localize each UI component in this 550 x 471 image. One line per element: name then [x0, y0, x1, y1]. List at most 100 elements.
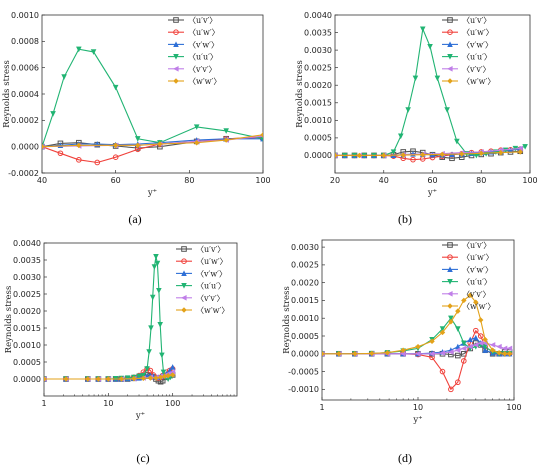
data-point-vv [454, 347, 461, 354]
y-tick-label: 0.0035 [304, 28, 332, 37]
data-point-ww [369, 350, 375, 357]
data-point-uu [112, 84, 119, 91]
x-axis-label: y⁺ [427, 188, 437, 198]
x-tick-label: 100 [165, 399, 180, 408]
y-tick-label: 0.0010 [11, 11, 39, 20]
data-point-uv [455, 352, 461, 359]
legend-marker-ww [173, 78, 179, 84]
panel-caption: (c) [136, 451, 149, 465]
plot-frame [321, 239, 515, 401]
y-tick-label: 0.0040 [13, 239, 41, 248]
legend-marker-vv [173, 66, 179, 72]
data-point-ww [501, 351, 508, 357]
data-point-ww [157, 141, 163, 147]
data-point-uu [454, 138, 460, 145]
y-axis-label: Reynolds stress [2, 60, 12, 128]
data-point-ww [467, 292, 473, 298]
data-point-uu [134, 136, 141, 142]
data-point-uw [461, 358, 467, 364]
data-point-ww [384, 349, 391, 356]
data-point-vv [429, 350, 435, 357]
series-line-ww [42, 134, 263, 148]
y-tick-label: -0.0002 [8, 169, 39, 178]
data-point-uw [76, 157, 82, 163]
data-point-ww [420, 152, 426, 158]
data-point-vv [415, 350, 421, 357]
data-point-ww [461, 297, 467, 304]
data-point-uw [448, 386, 454, 393]
data-point-uu [419, 26, 426, 33]
chart-panel-1: 0.0000 0.0005 0.0010 0.0015 0.0020 0.0025 0.00… [295, 11, 538, 226]
y-tick-label: 0.0000 [11, 142, 39, 151]
data-point-vw [473, 334, 479, 341]
data-point-uu [76, 46, 82, 53]
legend-marker-uw [173, 29, 179, 36]
data-point-vv [506, 345, 513, 352]
y-axis-label: Reynolds stress [295, 60, 305, 128]
data-point-uu [154, 260, 161, 267]
x-tick-label: 80 [184, 176, 194, 185]
data-point-vw [482, 347, 488, 353]
y-tick-label: -0.0010 [288, 385, 319, 394]
data-point-ww [448, 319, 454, 325]
data-point-uw [94, 159, 101, 166]
data-point-ww [140, 375, 147, 382]
legend-marker-uw [181, 258, 187, 265]
data-point-uu [405, 107, 411, 113]
x-axis-label: y⁺ [147, 188, 157, 198]
legend-label-vw: 〈v′w′〉 [462, 265, 493, 274]
data-point-uu [223, 128, 229, 134]
x-tick-label: 1 [319, 403, 324, 412]
data-point-vv [472, 342, 479, 348]
data-point-ww [153, 375, 159, 381]
legend-label-vw: 〈v′w′〉 [462, 40, 493, 49]
data-point-ww [105, 376, 112, 382]
chart-panel-3: -0.0010 -0.0005 0.0000 0.0005 0.0010 0.0015 0.… [282, 239, 522, 465]
legend-marker-vw [173, 41, 179, 48]
legend-marker-uu [181, 282, 187, 289]
legend-label-uv: 〈u′v′〉 [196, 245, 225, 254]
y-tick-label: 0.0025 [304, 63, 332, 72]
data-point-ww [322, 351, 325, 357]
legend-label-vv: 〈v′v′〉 [188, 65, 217, 74]
data-point-uu [398, 133, 404, 140]
data-point-uw [57, 150, 64, 157]
y-tick-label: 0.0040 [304, 11, 332, 20]
x-tick-label: 10 [103, 399, 113, 408]
panel-caption: (d) [398, 451, 412, 465]
data-point-ww [415, 343, 421, 350]
series-group [44, 254, 176, 385]
data-point-uu [136, 373, 142, 380]
data-point-vv [447, 349, 454, 355]
y-tick-label: 0.0000 [13, 375, 41, 384]
series-group [335, 26, 528, 163]
chart-panel-2: 0.0000 0.0005 0.0010 0.0015 0.0020 0.0025 0.00… [4, 239, 238, 465]
data-point-ww [223, 137, 229, 143]
data-point-ww [118, 376, 125, 382]
y-tick-label: 0.0010 [304, 116, 332, 125]
series-line-vw [42, 138, 263, 148]
data-point-vv [496, 343, 502, 350]
legend: 〈u′v′〉〈u′w′〉〈v′w′〉〈u′u′〉〈v′v′〉〈w′w′〉 [442, 16, 495, 86]
data-point-uu [144, 366, 150, 372]
legend-label-uu: 〈u′u′〉 [462, 53, 492, 62]
data-point-uu [149, 294, 156, 301]
x-tick-label: 100 [522, 176, 537, 185]
data-point-ww [260, 132, 263, 138]
data-point-ww [352, 351, 358, 357]
data-point-uw [477, 333, 484, 339]
data-point-uu [522, 144, 528, 150]
x-axis-label: y⁺ [135, 411, 145, 421]
data-point-uu [193, 124, 200, 130]
data-point-uu [124, 375, 131, 381]
data-point-ww [169, 372, 176, 378]
series-line-uw [322, 329, 510, 391]
data-point-vv [439, 350, 446, 356]
data-point-uw [260, 134, 263, 141]
data-point-uw [410, 156, 416, 163]
data-point-uw [112, 154, 119, 160]
legend-label-vv: 〈v′v′〉 [462, 65, 491, 74]
plot-frame [41, 14, 264, 174]
y-tick-label: 0.0015 [13, 324, 41, 333]
